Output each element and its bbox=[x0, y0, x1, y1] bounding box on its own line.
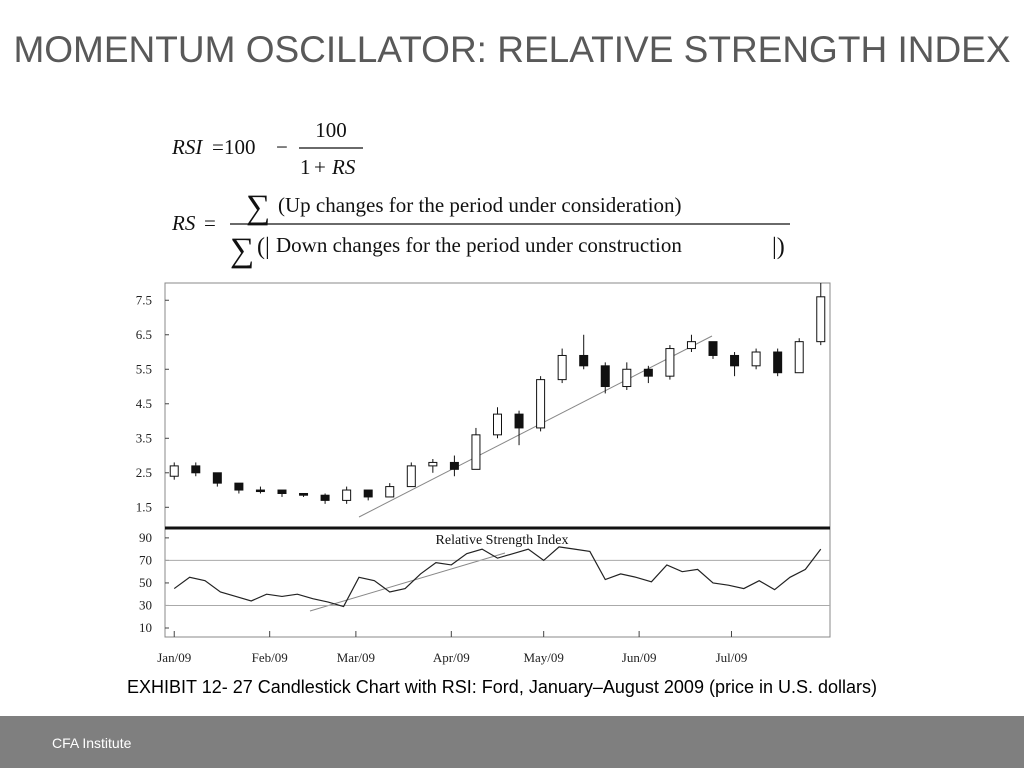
candle-body bbox=[665, 348, 675, 377]
trend-line bbox=[309, 552, 506, 612]
bracket: (| bbox=[257, 234, 270, 260]
candle-body bbox=[816, 296, 826, 343]
candle-body bbox=[536, 379, 546, 429]
candle-body bbox=[773, 351, 783, 374]
candle-body bbox=[385, 486, 395, 498]
y-tick-label: 4.5 bbox=[136, 396, 152, 411]
formula-op: − bbox=[276, 135, 288, 159]
sum-sign: ∑ bbox=[230, 232, 254, 269]
formula-lhs: RS bbox=[171, 211, 196, 235]
candle-body bbox=[255, 489, 265, 493]
x-tick-label: Jan/09 bbox=[157, 650, 191, 665]
x-tick-label: Mar/09 bbox=[337, 650, 375, 665]
formula-lhs: RSI bbox=[171, 135, 203, 159]
candle-body bbox=[191, 465, 201, 474]
y-tick-label: 7.5 bbox=[136, 292, 152, 307]
y-tick-label: 30 bbox=[139, 597, 152, 612]
candle-body bbox=[428, 461, 438, 467]
y-tick-label: 70 bbox=[139, 552, 152, 567]
sum-sign: ∑ bbox=[246, 189, 270, 226]
rsi-line bbox=[173, 546, 822, 608]
footer-text: CFA Institute bbox=[52, 735, 132, 751]
y-tick-label: 90 bbox=[139, 530, 152, 545]
candle-body bbox=[730, 354, 740, 367]
trend-line bbox=[358, 335, 713, 518]
formula-numerator: (Up changes for the period under conside… bbox=[278, 193, 682, 217]
candle-body bbox=[471, 434, 481, 470]
formula-constant: 100 bbox=[224, 135, 256, 159]
candle-body bbox=[169, 465, 179, 477]
candle-body bbox=[794, 341, 804, 374]
candle-body bbox=[557, 354, 567, 381]
candle-body bbox=[406, 465, 416, 488]
y-tick-label: 3.5 bbox=[136, 430, 152, 445]
x-tick-label: Jul/09 bbox=[716, 650, 748, 665]
candle-body bbox=[622, 368, 632, 388]
x-tick-label: Apr/09 bbox=[433, 650, 470, 665]
formula-denominator: Down changes for the period under constr… bbox=[276, 233, 682, 257]
formula-denominator: + bbox=[314, 155, 326, 179]
panel-title: Relative Strength Index bbox=[436, 533, 569, 548]
formula-numerator: 100 bbox=[315, 118, 347, 142]
caption: EXHIBIT 12- 27 Candlestick Chart with RS… bbox=[127, 677, 877, 697]
candle-body bbox=[363, 489, 373, 498]
formula-denominator: RS bbox=[331, 155, 356, 179]
formula-denominator: 1 bbox=[300, 155, 311, 179]
candle-body bbox=[234, 482, 244, 491]
x-tick-label: May/09 bbox=[523, 650, 563, 665]
y-tick-label: 2.5 bbox=[136, 465, 152, 480]
candle-body bbox=[600, 365, 610, 388]
candle-body bbox=[751, 351, 761, 367]
slide-title: MOMENTUM OSCILLATOR: RELATIVE STRENGTH I… bbox=[13, 29, 1010, 70]
candle-body bbox=[686, 341, 696, 350]
y-tick-label: 1.5 bbox=[136, 499, 152, 514]
candle-body bbox=[708, 341, 718, 356]
y-tick-label: 10 bbox=[139, 620, 152, 635]
candle-body bbox=[277, 489, 287, 494]
x-tick-label: Jun/09 bbox=[622, 650, 657, 665]
y-tick-label: 6.5 bbox=[136, 327, 152, 342]
candle-body bbox=[514, 413, 524, 429]
chart-frame bbox=[164, 282, 831, 638]
candle-body bbox=[579, 354, 589, 367]
candle-body bbox=[320, 494, 330, 501]
candle-body bbox=[493, 413, 502, 436]
candle-body bbox=[643, 368, 653, 377]
candle-body bbox=[212, 472, 222, 484]
bracket: |) bbox=[772, 234, 785, 260]
footer-bar bbox=[0, 716, 1024, 768]
candle-body bbox=[342, 489, 352, 501]
y-tick-label: 5.5 bbox=[136, 361, 152, 376]
formula-op: = bbox=[212, 135, 224, 159]
candle-body bbox=[299, 492, 309, 496]
formula-op: = bbox=[204, 211, 216, 235]
candle-body bbox=[449, 461, 459, 470]
x-tick-label: Feb/09 bbox=[252, 650, 288, 665]
y-tick-label: 50 bbox=[139, 575, 152, 590]
